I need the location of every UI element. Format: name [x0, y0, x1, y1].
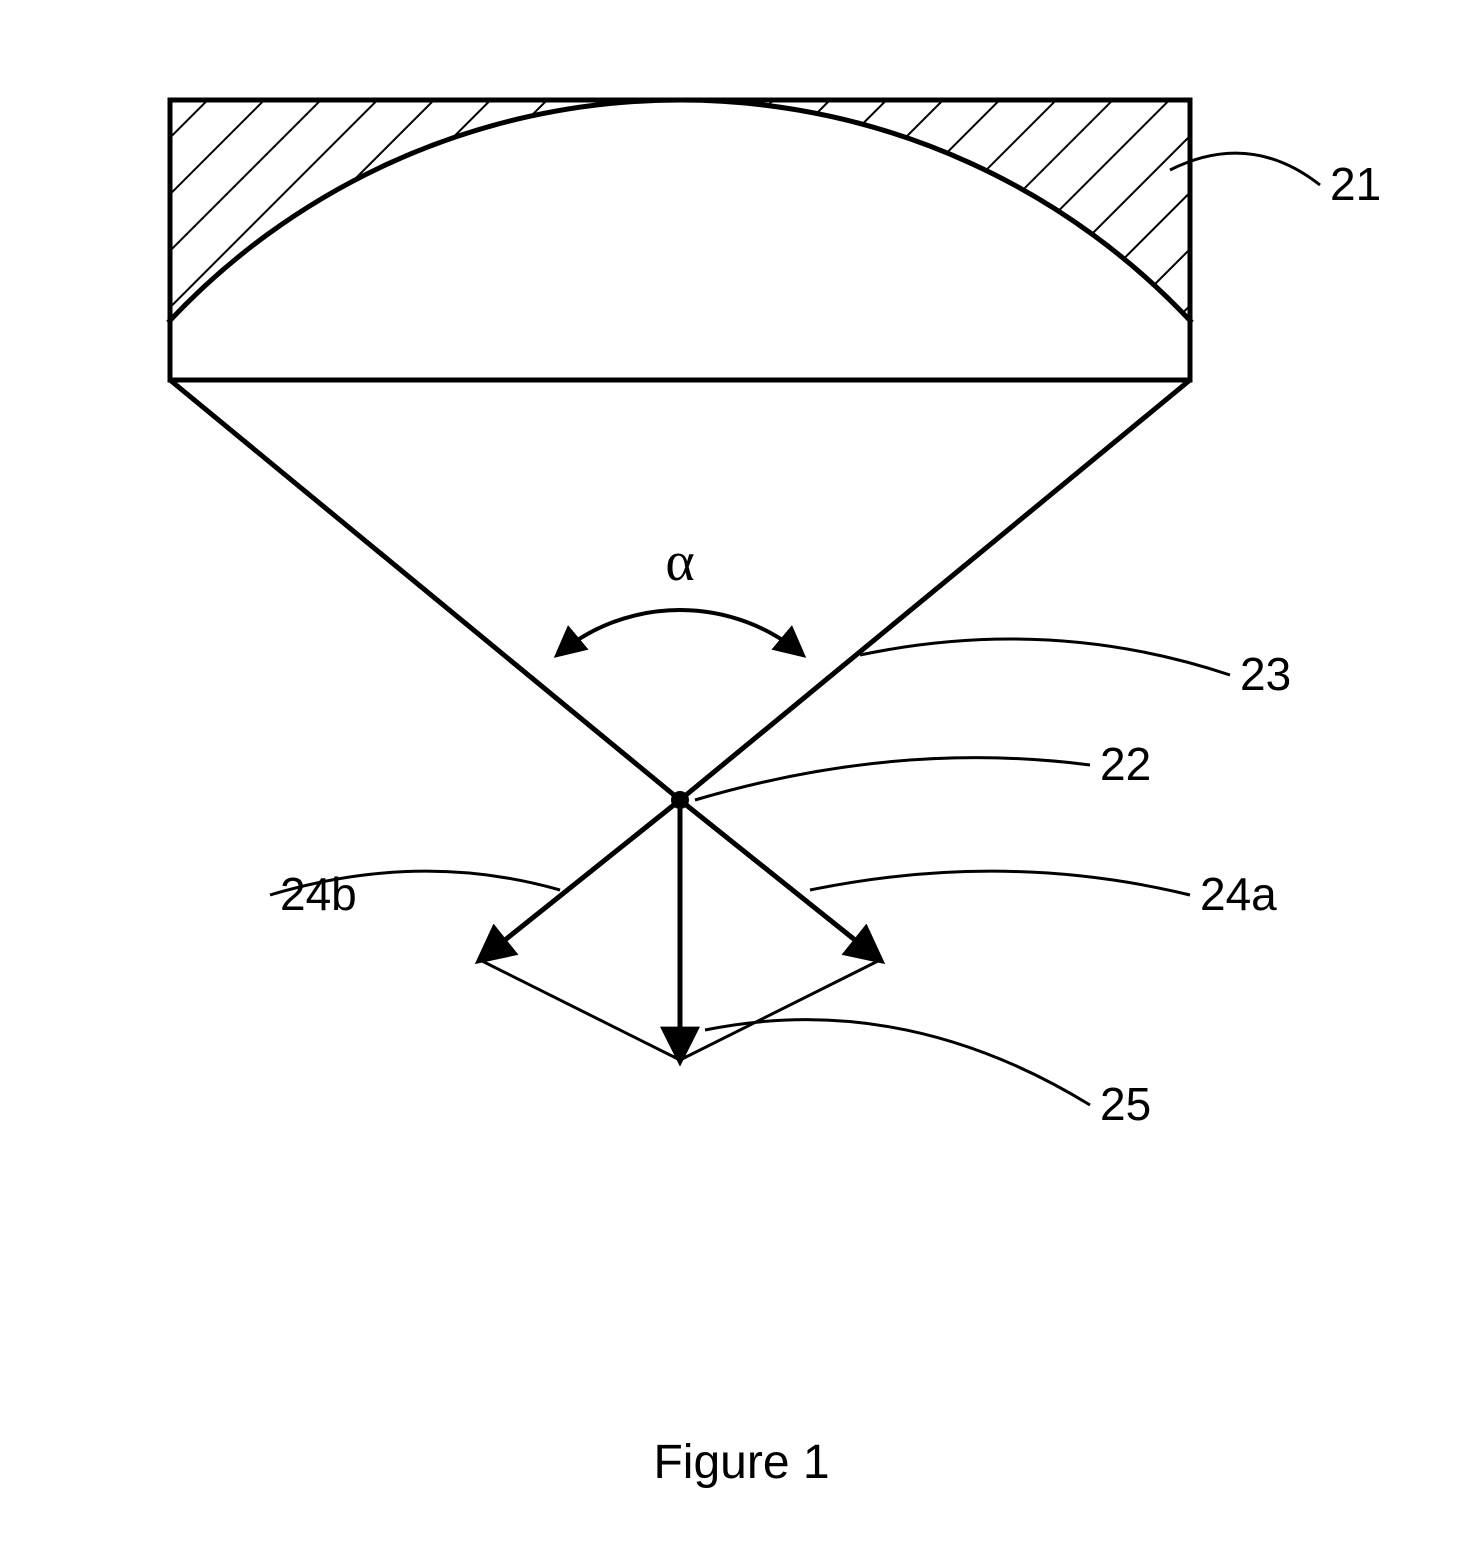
alpha-label: α [665, 531, 694, 593]
leader-23 [860, 639, 1230, 675]
wedge-left [170, 380, 680, 800]
leader-25 [705, 1020, 1090, 1105]
label-21: 21 [1330, 158, 1381, 210]
alpha-arc [558, 610, 802, 654]
arrow-24a [680, 800, 880, 960]
label-22: 22 [1100, 738, 1151, 790]
label-24b: 24b [280, 868, 357, 920]
label-25: 25 [1100, 1078, 1151, 1130]
parallelogram-edge-a [680, 960, 880, 1060]
leader-24a [810, 871, 1190, 895]
leader-22 [695, 758, 1090, 800]
parallelogram-edge-b [480, 960, 680, 1060]
figure-1: α 21 23 22 24a 24b 25 Figure 1 [40, 40, 1443, 1520]
label-23: 23 [1240, 648, 1291, 700]
diagram-svg: α 21 23 22 24a 24b 25 [40, 40, 1443, 1440]
label-24a: 24a [1200, 868, 1277, 920]
figure-caption: Figure 1 [653, 1435, 829, 1490]
wedge-right [680, 380, 1190, 800]
hatched-region-21 [168, 100, 1192, 380]
